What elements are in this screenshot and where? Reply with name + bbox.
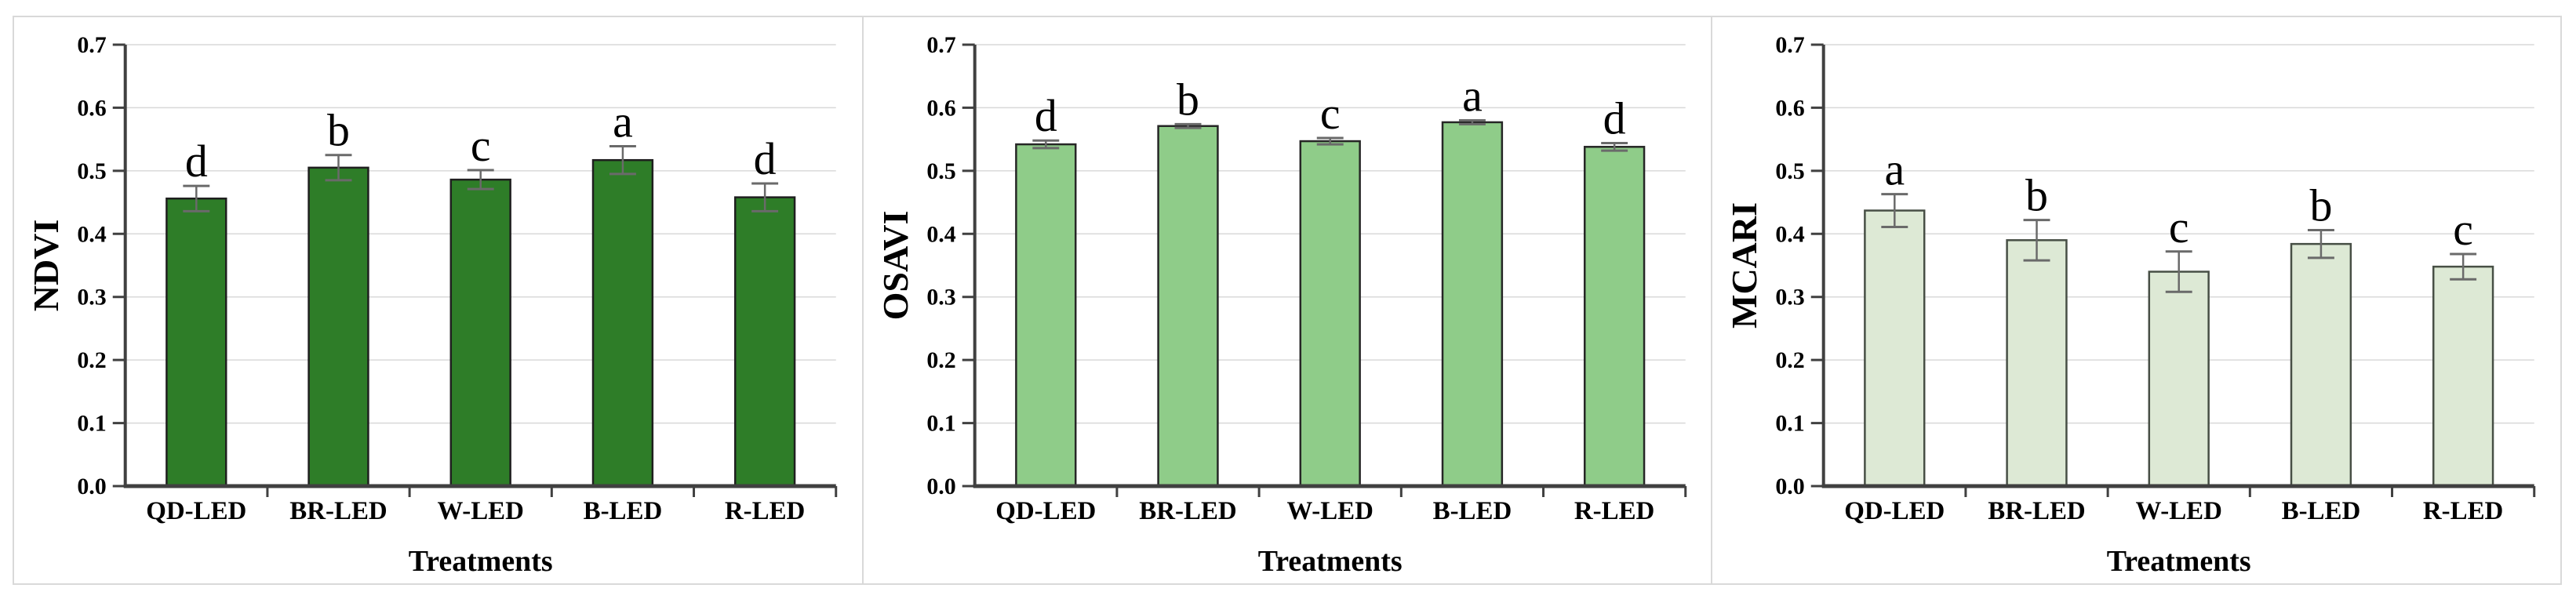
significance-letter: c bbox=[2169, 201, 2189, 252]
significance-letter: b bbox=[2025, 170, 2048, 221]
y-tick-label: 0.1 bbox=[77, 411, 106, 437]
y-tick-label: 0.7 bbox=[1776, 32, 1805, 58]
y-tick-label: 0.0 bbox=[77, 474, 106, 499]
significance-letter: b bbox=[1177, 74, 1199, 125]
y-tick-label: 0.3 bbox=[926, 285, 955, 310]
bar-b-led bbox=[1441, 121, 1503, 488]
y-tick-label: 0.6 bbox=[926, 95, 955, 121]
significance-letter: a bbox=[1885, 144, 1905, 195]
category-label: BR-LED bbox=[289, 497, 387, 525]
y-tick-label: 0.6 bbox=[77, 95, 106, 121]
bar-w-led bbox=[1299, 140, 1361, 488]
y-tick-label: 0.1 bbox=[926, 411, 955, 437]
y-tick-label: 0.5 bbox=[77, 158, 106, 184]
category-label: BR-LED bbox=[1139, 497, 1236, 525]
x-axis-title: Treatments bbox=[409, 545, 553, 578]
category-label: W-LED bbox=[1286, 497, 1373, 525]
bar-r-led bbox=[733, 196, 796, 488]
category-label: B-LED bbox=[2282, 497, 2361, 525]
chart-panel-ndvi: d QD-LED b BR-LED c W-LED a B-LED d R-LED 0.0 0.1 0.… bbox=[14, 17, 864, 583]
significance-letter: a bbox=[1462, 70, 1483, 121]
category-label: BR-LED bbox=[1988, 497, 2086, 525]
category-label: B-LED bbox=[584, 497, 663, 525]
category-label: QD-LED bbox=[995, 497, 1096, 525]
significance-letter: c bbox=[471, 120, 491, 171]
category-label: R-LED bbox=[725, 497, 805, 525]
y-tick-label: 0.2 bbox=[926, 347, 955, 373]
category-label: R-LED bbox=[1574, 497, 1654, 525]
bar-b-led bbox=[2290, 242, 2352, 488]
bar-chart-osavi: d QD-LED b BR-LED c W-LED a B-LED d R-LED 0.0 0.1 0.… bbox=[875, 32, 1686, 578]
y-tick-label: 0.0 bbox=[1776, 474, 1805, 499]
y-axis-title: NDVI bbox=[26, 220, 66, 312]
y-tick-label: 0.7 bbox=[926, 32, 955, 58]
category-label: R-LED bbox=[2423, 497, 2503, 525]
y-tick-label: 0.2 bbox=[1776, 347, 1805, 373]
bar-qd-led bbox=[1864, 209, 1926, 488]
significance-letter: d bbox=[1603, 93, 1625, 143]
bar-r-led bbox=[2432, 265, 2494, 488]
chart-panel-osavi: d QD-LED b BR-LED c W-LED a B-LED d R-LED 0.0 0.1 0.… bbox=[863, 17, 1713, 583]
significance-letter: d bbox=[185, 136, 208, 187]
significance-letter: a bbox=[613, 96, 633, 147]
bar-w-led bbox=[2148, 270, 2210, 488]
y-tick-label: 0.4 bbox=[926, 221, 955, 247]
y-tick-label: 0.5 bbox=[926, 158, 955, 184]
category-label: QD-LED bbox=[1845, 497, 1945, 525]
y-tick-label: 0.3 bbox=[77, 285, 106, 310]
category-label: W-LED bbox=[438, 497, 524, 525]
chart-panel-mcari: a QD-LED b BR-LED c W-LED b B-LED c R-LED 0.0 0.1 0.… bbox=[1712, 17, 2561, 583]
bar-qd-led bbox=[1014, 143, 1077, 488]
figure-container: d QD-LED b BR-LED c W-LED a B-LED d R-LED 0.0 0.1 0.… bbox=[13, 16, 2562, 585]
category-label: B-LED bbox=[1432, 497, 1512, 525]
significance-letter: b bbox=[327, 105, 350, 156]
significance-letter: c bbox=[1320, 88, 1341, 139]
bar-r-led bbox=[1583, 146, 1645, 488]
bar-b-led bbox=[591, 158, 654, 488]
category-label: W-LED bbox=[2136, 497, 2222, 525]
y-tick-label: 0.6 bbox=[1776, 95, 1805, 121]
significance-letter: c bbox=[2454, 204, 2474, 255]
category-label: QD-LED bbox=[146, 497, 246, 525]
bar-chart-mcari: a QD-LED b BR-LED c W-LED b B-LED c R-LED 0.0 0.1 0.… bbox=[1724, 32, 2536, 578]
y-axis-title: OSAVI bbox=[875, 211, 915, 321]
bar-br-led bbox=[2006, 239, 2068, 488]
significance-letter: d bbox=[1035, 90, 1057, 141]
bar-br-led bbox=[307, 166, 369, 488]
y-tick-label: 0.2 bbox=[77, 347, 106, 373]
significance-letter: b bbox=[2310, 180, 2333, 231]
x-axis-title: Treatments bbox=[2107, 545, 2251, 578]
bar-br-led bbox=[1157, 125, 1219, 488]
y-tick-label: 0.5 bbox=[1776, 158, 1805, 184]
y-tick-label: 0.7 bbox=[77, 32, 106, 58]
y-axis-title: MCARI bbox=[1724, 202, 1764, 329]
y-tick-label: 0.4 bbox=[77, 221, 106, 247]
y-tick-label: 0.1 bbox=[1776, 411, 1805, 437]
significance-letter: d bbox=[754, 133, 777, 184]
bar-w-led bbox=[449, 178, 511, 488]
y-tick-label: 0.0 bbox=[926, 474, 955, 499]
bar-chart-ndvi: d QD-LED b BR-LED c W-LED a B-LED d R-LED 0.0 0.1 0.… bbox=[26, 32, 838, 578]
y-tick-label: 0.3 bbox=[1776, 285, 1805, 310]
x-axis-title: Treatments bbox=[1257, 545, 1402, 578]
y-tick-label: 0.4 bbox=[1776, 221, 1805, 247]
bar-qd-led bbox=[166, 197, 227, 488]
